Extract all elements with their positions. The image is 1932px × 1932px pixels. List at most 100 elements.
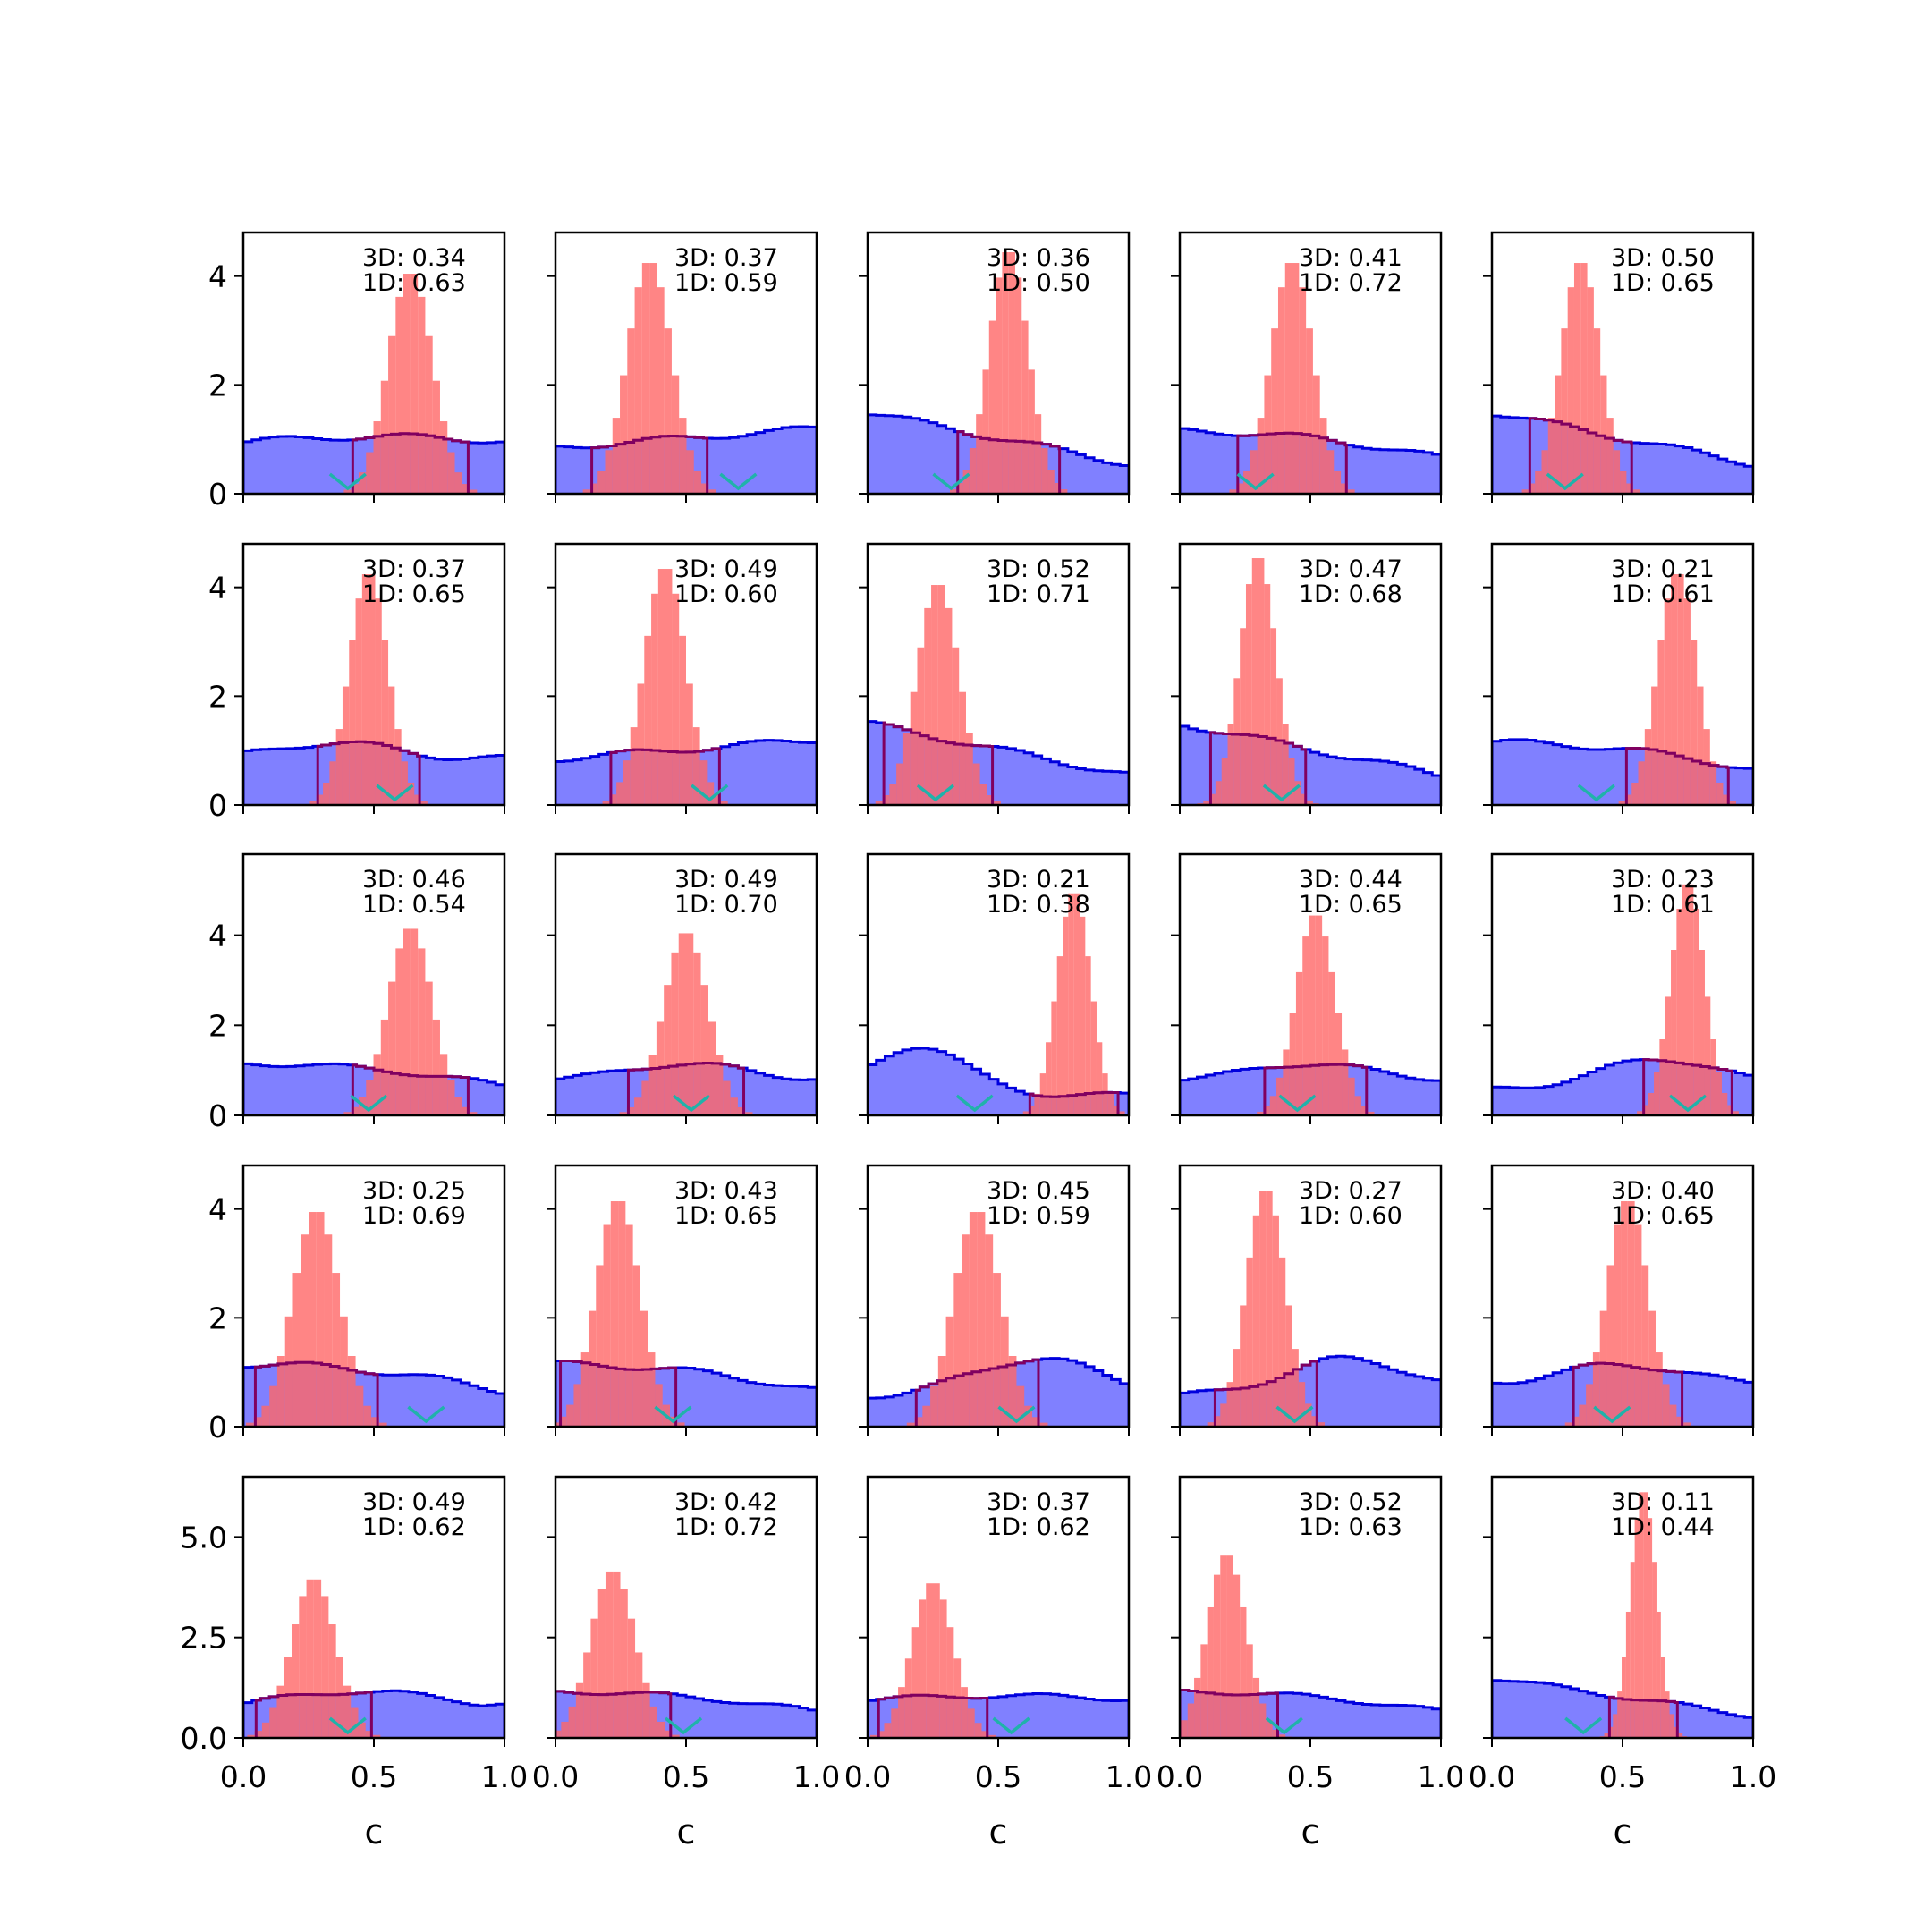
- posterior-bar: [343, 489, 352, 494]
- posterior-bar: [939, 1599, 947, 1738]
- posterior-bar: [555, 1730, 562, 1738]
- true-value-marker: [1265, 1716, 1303, 1735]
- annotation-3d: 3D: 0.11: [1611, 1488, 1715, 1516]
- overlap-step: [1213, 1360, 1318, 1427]
- posterior-bar: [261, 1722, 270, 1738]
- posterior-bar: [922, 1405, 931, 1427]
- posterior-bar: [410, 928, 419, 1115]
- posterior-bar: [1047, 470, 1055, 494]
- posterior-bar: [1593, 328, 1601, 494]
- x-axis-label: c: [365, 1812, 384, 1852]
- posterior-bar: [949, 489, 957, 494]
- posterior-bar: [1292, 1349, 1299, 1427]
- posterior-bar: [692, 727, 700, 805]
- posterior-bar: [1252, 1215, 1260, 1427]
- overlap-step: [1236, 431, 1348, 494]
- posterior-bar: [1292, 263, 1300, 494]
- posterior-bar: [1662, 1384, 1670, 1427]
- annotation-1d: 1D: 0.63: [362, 269, 466, 297]
- posterior-bar: [988, 320, 996, 494]
- posterior-bar: [917, 647, 925, 805]
- posterior-bar: [926, 1583, 933, 1738]
- posterior-bar: [1113, 1105, 1120, 1115]
- posterior-bar: [1671, 574, 1678, 805]
- annotation-3d: 3D: 0.44: [1299, 866, 1402, 894]
- overlap-step: [253, 1360, 379, 1427]
- posterior-bar: [1586, 1384, 1593, 1427]
- posterior-bar: [358, 1722, 366, 1738]
- x-tick-label: 0.0: [220, 1759, 267, 1794]
- posterior-bar: [369, 574, 376, 805]
- posterior-bar: [1226, 1555, 1233, 1738]
- panel-plot-area: [555, 1201, 817, 1427]
- posterior-bar: [641, 263, 650, 494]
- true-value-marker: [328, 1716, 367, 1735]
- posterior-bar: [1638, 761, 1645, 805]
- posterior-bar: [672, 593, 680, 805]
- posterior-bar: [1240, 1305, 1247, 1427]
- posterior-bar: [1561, 328, 1568, 494]
- panel-plot-area: [555, 1571, 817, 1738]
- posterior-bar: [1710, 1039, 1716, 1115]
- true-value-marker: [1278, 1094, 1317, 1113]
- posterior-bar: [432, 1019, 440, 1115]
- posterior-bar: [1716, 1072, 1722, 1115]
- posterior-bar: [655, 1384, 663, 1427]
- posterior-bar: [1307, 800, 1313, 805]
- posterior-bar: [613, 1571, 621, 1738]
- posterior-bar: [931, 585, 938, 805]
- posterior-bar: [945, 1316, 954, 1427]
- posterior-bar: [962, 470, 970, 494]
- posterior-bar: [1573, 263, 1581, 494]
- annotation-3d: 3D: 0.37: [674, 244, 778, 272]
- posterior-bar: [869, 1734, 877, 1738]
- posterior-bar: [1220, 1403, 1227, 1427]
- annotation-3d: 3D: 0.36: [987, 244, 1090, 272]
- posterior-bar: [686, 933, 694, 1115]
- posterior-bar: [1671, 950, 1677, 1115]
- posterior-bar: [1606, 1265, 1614, 1427]
- panel-plot-area: [868, 1212, 1129, 1427]
- overlap-step: [559, 1359, 678, 1427]
- posterior-bar: [678, 933, 686, 1115]
- overlap-step: [1180, 1688, 1279, 1738]
- posterior-bar: [648, 1352, 656, 1427]
- annotation-3d: 3D: 0.42: [674, 1488, 778, 1516]
- posterior-bar: [723, 1080, 731, 1115]
- posterior-bar: [1354, 1096, 1361, 1115]
- posterior-bar: [1039, 1422, 1048, 1427]
- posterior-bar: [342, 686, 350, 805]
- posterior-bar: [596, 1265, 604, 1427]
- posterior-bar: [1614, 1224, 1622, 1427]
- posterior-bar: [1266, 1191, 1273, 1427]
- posterior-bar: [1008, 252, 1015, 494]
- x-tick-label: 0.0: [1157, 1759, 1203, 1794]
- posterior-bar: [745, 1112, 753, 1115]
- true-value-marker: [328, 472, 367, 491]
- x-tick-label: 1.0: [481, 1759, 528, 1794]
- posterior-bar: [701, 483, 709, 494]
- posterior-bar: [1311, 1416, 1318, 1427]
- y-tick-label: 2: [208, 368, 227, 402]
- panel-plot-area: [868, 585, 1129, 805]
- annotation-1d: 1D: 0.72: [1299, 269, 1402, 297]
- posterior-bar: [1302, 936, 1309, 1115]
- posterior-bar: [730, 1097, 738, 1115]
- posterior-bar: [375, 598, 382, 805]
- posterior-bar: [1651, 686, 1658, 805]
- posterior-bar: [1643, 1492, 1648, 1738]
- panel-plot-area: [555, 569, 817, 805]
- annotation-1d: 1D: 0.68: [1299, 580, 1402, 608]
- posterior-bar: [1676, 1416, 1684, 1427]
- annotation-3d: 3D: 0.37: [362, 555, 466, 583]
- annotation-1d: 1D: 0.59: [987, 1202, 1090, 1230]
- posterior-bar: [349, 640, 356, 805]
- posterior-bar: [1721, 1092, 1728, 1115]
- overlap-step: [1607, 1695, 1679, 1738]
- y-tick-label: 4: [208, 259, 227, 294]
- posterior-bar: [301, 1234, 309, 1427]
